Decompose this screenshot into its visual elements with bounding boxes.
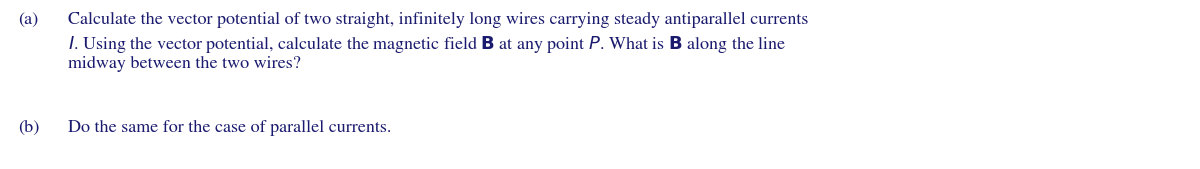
Text: midway between the two wires?: midway between the two wires? xyxy=(68,56,301,72)
Text: (a): (a) xyxy=(18,12,38,28)
Text: (b): (b) xyxy=(18,120,40,136)
Text: $I$. Using the vector potential, calculate the magnetic field $\mathbf{B}$ at an: $I$. Using the vector potential, calcula… xyxy=(68,34,786,55)
Text: Do the same for the case of parallel currents.: Do the same for the case of parallel cur… xyxy=(68,120,391,136)
Text: Calculate the vector potential of two straight, infinitely long wires carrying s: Calculate the vector potential of two st… xyxy=(68,12,809,28)
